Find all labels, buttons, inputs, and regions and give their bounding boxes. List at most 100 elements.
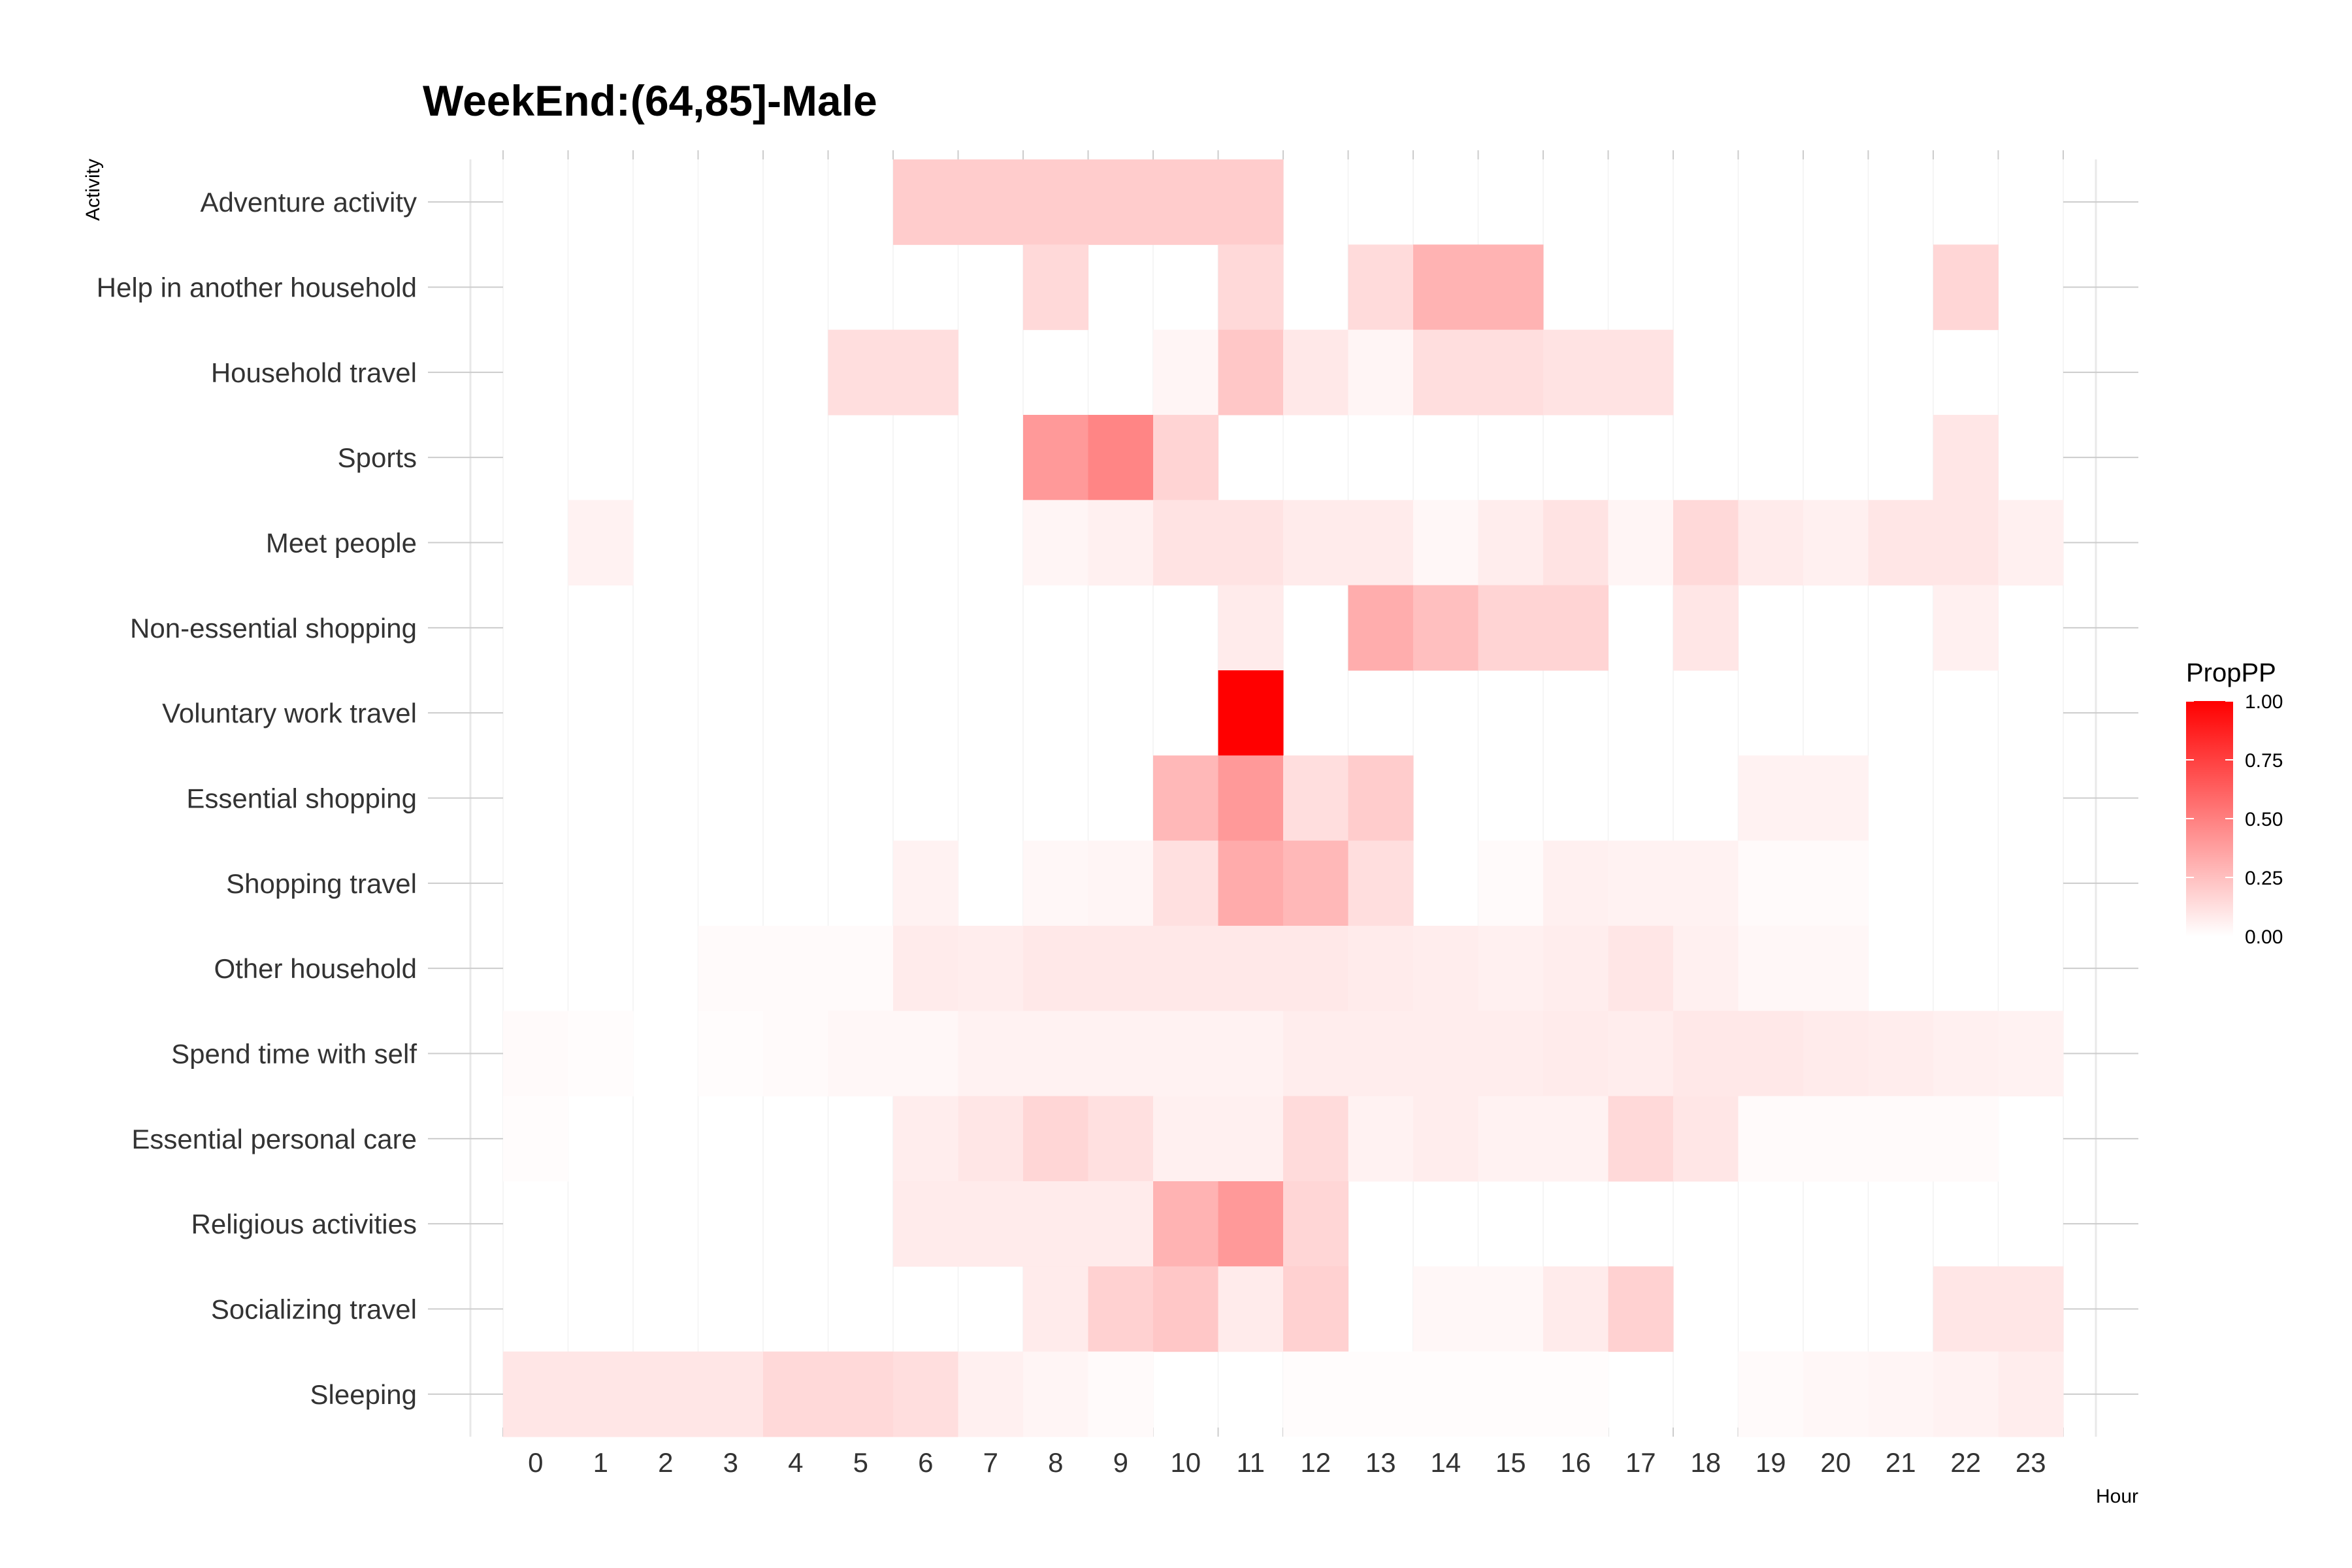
y-tick-label: Essential shopping — [186, 783, 417, 814]
heatmap-cell — [1153, 1181, 1218, 1267]
heatmap-cell — [1218, 244, 1284, 331]
heatmap-cell — [1218, 1266, 1284, 1352]
heatmap-cell — [1153, 755, 1218, 841]
heatmap-cell — [828, 329, 894, 416]
heatmap-cell — [1283, 500, 1348, 586]
heatmap-cell — [1478, 500, 1544, 586]
heatmap-cell — [503, 1351, 568, 1437]
heatmap-cell — [568, 500, 634, 586]
heatmap-cell — [1023, 1266, 1088, 1352]
y-tick-label: Voluntary work travel — [162, 698, 417, 728]
heatmap-cell — [1088, 1011, 1154, 1097]
heatmap-cell — [1348, 840, 1414, 926]
x-tick-label: 3 — [723, 1447, 738, 1478]
x-tick-label: 8 — [1048, 1447, 1063, 1478]
heatmap-cell — [1218, 329, 1284, 416]
heatmap-cell — [1153, 840, 1218, 926]
x-tick-label: 12 — [1300, 1447, 1331, 1478]
heatmap-cell — [1413, 1096, 1478, 1182]
heatmap-cell — [1283, 1351, 1348, 1437]
heatmap-cell — [1803, 755, 1869, 841]
heatmap-cell — [1023, 500, 1088, 586]
y-tick-label: Household travel — [211, 357, 417, 388]
heatmap-cell — [1933, 415, 1999, 500]
heatmap-cell — [763, 1351, 828, 1437]
heatmap-cell — [828, 1011, 894, 1097]
x-tick-label: 18 — [1690, 1447, 1721, 1478]
heatmap-cell — [1933, 1266, 1999, 1352]
heatmap-cell — [1023, 1351, 1088, 1437]
heatmap-cell — [1153, 329, 1218, 416]
heatmap-cell — [1543, 1351, 1609, 1437]
heatmap-cell — [503, 1011, 568, 1097]
heatmap-cell — [1023, 840, 1088, 926]
heatmap-cell — [1413, 1266, 1478, 1352]
heatmap-cell — [1413, 1011, 1478, 1097]
heatmap-cell — [1738, 1011, 1804, 1097]
heatmap-cell — [1023, 1011, 1088, 1097]
y-tick-label: Sleeping — [310, 1379, 417, 1410]
legend-tick-label: 0.50 — [2245, 809, 2283, 830]
heatmap-cell — [1608, 1011, 1674, 1097]
heatmap-cell — [1738, 755, 1804, 841]
y-tick-label: Religious activities — [191, 1209, 417, 1239]
legend-title: PropPP — [2186, 659, 2276, 687]
heatmap-cell — [1738, 1351, 1804, 1437]
heatmap-cell — [893, 926, 958, 1011]
heatmap-cell — [1218, 1011, 1284, 1097]
legend: PropPP 1.00 0.75 0.50 0.25 0.00 — [2186, 659, 2283, 948]
heatmap-cell — [1283, 1181, 1348, 1267]
y-axis-title: Activity — [82, 159, 104, 221]
y-tick-label: Meet people — [266, 528, 417, 559]
heatmap-cell — [1608, 500, 1674, 586]
heatmap-cell — [1218, 159, 1284, 245]
heatmap-cell — [1478, 1096, 1544, 1182]
heatmap-cell — [1283, 755, 1348, 841]
heatmap-cell — [1868, 1011, 1934, 1097]
heatmap-cell — [1543, 329, 1609, 416]
heatmap-cell — [1933, 244, 1999, 331]
heatmap-cell — [1543, 1266, 1609, 1352]
legend-tick-label: 0.00 — [2245, 926, 2283, 948]
heatmap-cell — [1023, 926, 1088, 1011]
x-tick-label: 11 — [1236, 1447, 1265, 1478]
heatmap-cell — [1998, 1266, 2064, 1352]
heatmap-cell — [1348, 1096, 1414, 1182]
x-tick-label: 16 — [1560, 1447, 1591, 1478]
x-tick-label: 0 — [528, 1447, 543, 1478]
heatmap-cell — [1283, 840, 1348, 926]
x-axis-title: Hour — [2096, 1486, 2138, 1507]
heatmap-cell — [1088, 159, 1154, 245]
heatmap-cell — [1478, 1351, 1544, 1437]
heatmap-cell — [1088, 840, 1154, 926]
heatmap-cell — [958, 1181, 1024, 1267]
x-tick-label: 19 — [1756, 1447, 1786, 1478]
heatmap-cell — [1868, 1096, 1934, 1182]
x-tick-label: 17 — [1625, 1447, 1656, 1478]
heatmap-cell — [1608, 840, 1674, 926]
legend-tick-label: 0.75 — [2245, 750, 2283, 772]
heatmap-cell — [1348, 500, 1414, 586]
heatmap-cell — [1153, 1011, 1218, 1097]
y-tick-label: Spend time with self — [171, 1039, 417, 1070]
heatmap-cell — [1283, 926, 1348, 1011]
heatmap-cell — [1933, 1351, 1999, 1437]
x-tick-label: 4 — [788, 1447, 803, 1478]
x-tick-label: 9 — [1113, 1447, 1128, 1478]
heatmap-cell — [1088, 1266, 1154, 1352]
heatmap-cell — [1153, 926, 1218, 1011]
heatmap-cell — [1023, 1181, 1088, 1267]
heatmap-cell — [1413, 926, 1478, 1011]
heatmap-cell — [958, 159, 1024, 245]
heatmap-cell — [1348, 926, 1414, 1011]
heatmap-cell — [1478, 244, 1544, 331]
heatmap-cell — [1413, 585, 1478, 671]
heatmap-cell — [1218, 585, 1284, 671]
heatmap-cell — [1543, 1011, 1609, 1097]
chart-title: WeekEnd:(64,85]-Male — [423, 76, 877, 125]
heatmap-cell — [828, 1351, 894, 1437]
heatmap-cell — [958, 1011, 1024, 1097]
heatmap-cell — [1283, 1011, 1348, 1097]
heatmap-cell — [1088, 500, 1154, 586]
